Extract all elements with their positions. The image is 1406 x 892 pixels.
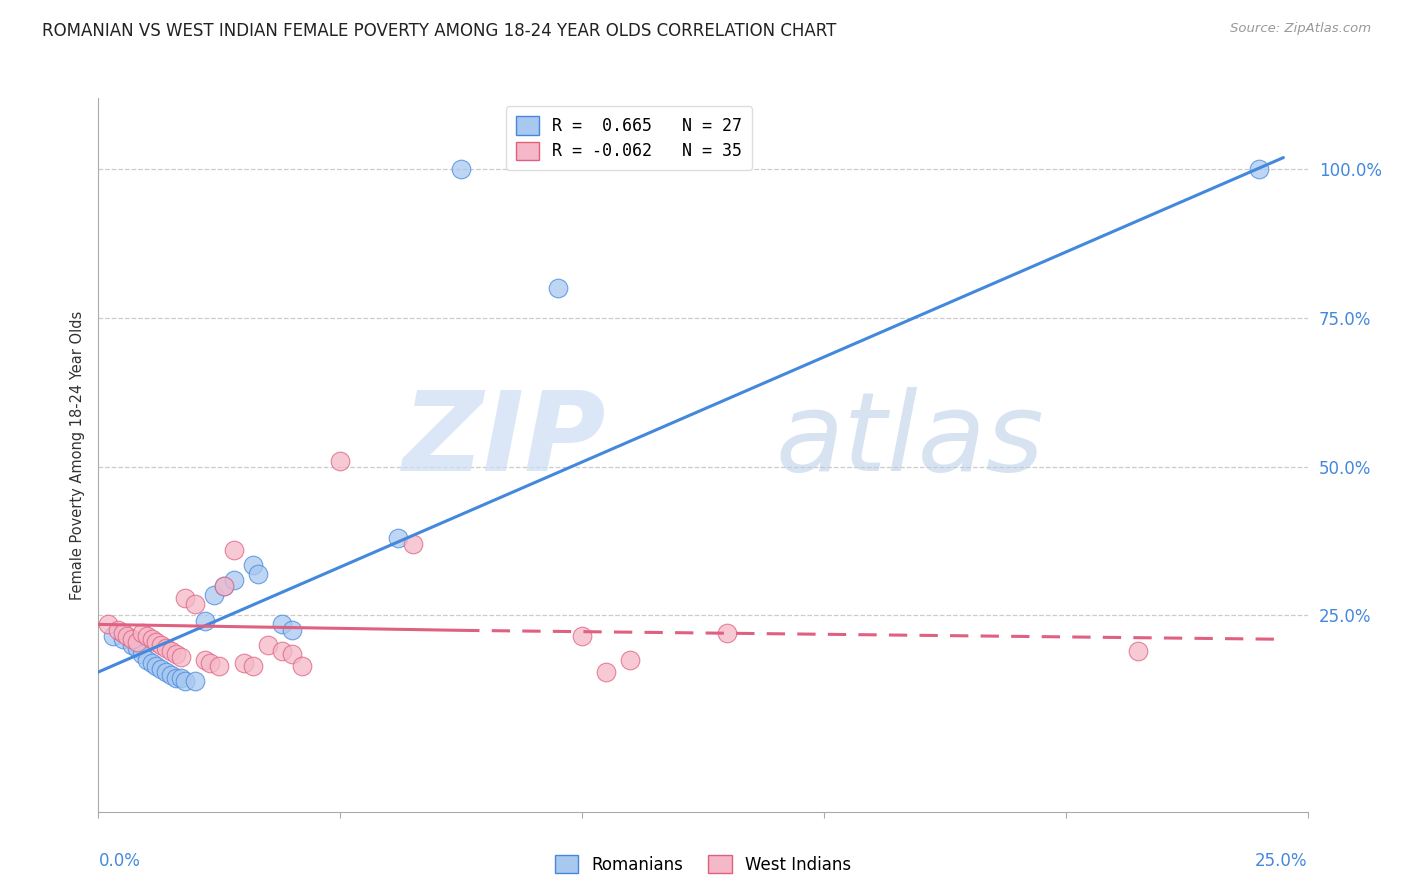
Point: [222, 573, 245, 587]
Point: [174, 673, 197, 688]
Text: Source: ZipAtlas.com: Source: ZipAtlas.com: [1230, 22, 1371, 36]
Point: [212, 579, 235, 593]
Text: ROMANIAN VS WEST INDIAN FEMALE POVERTY AMONG 18-24 YEAR OLDS CORRELATION CHART: ROMANIAN VS WEST INDIAN FEMALE POVERTY A…: [42, 22, 837, 40]
Point: [131, 647, 153, 661]
Point: [281, 647, 304, 661]
Text: 0.0%: 0.0%: [98, 852, 141, 870]
Point: [716, 626, 738, 640]
Point: [117, 629, 139, 643]
Text: 25.0%: 25.0%: [1256, 852, 1308, 870]
Point: [169, 671, 191, 685]
Point: [571, 629, 593, 643]
Point: [204, 588, 226, 602]
Point: [135, 653, 157, 667]
Point: [101, 629, 124, 643]
Point: [271, 644, 294, 658]
Text: atlas: atlas: [776, 387, 1045, 494]
Point: [247, 566, 270, 581]
Point: [145, 635, 167, 649]
Point: [242, 659, 264, 673]
Point: [155, 641, 177, 656]
Point: [160, 644, 183, 658]
Point: [111, 632, 134, 647]
Point: [198, 656, 221, 670]
Point: [160, 668, 183, 682]
Point: [329, 454, 352, 468]
Point: [174, 591, 197, 605]
Point: [290, 659, 312, 673]
Point: [107, 624, 129, 638]
Point: [194, 615, 217, 629]
Point: [111, 626, 134, 640]
Legend: Romanians, West Indians: Romanians, West Indians: [547, 847, 859, 882]
Point: [184, 597, 207, 611]
Point: [619, 653, 641, 667]
Point: [184, 673, 207, 688]
Point: [155, 665, 177, 679]
Point: [121, 632, 143, 647]
Point: [402, 537, 425, 551]
Point: [595, 665, 617, 679]
Point: [194, 653, 217, 667]
Point: [97, 617, 120, 632]
Point: [121, 638, 143, 652]
Point: [131, 626, 153, 640]
Point: [450, 162, 472, 177]
Point: [242, 558, 264, 572]
Point: [169, 650, 191, 665]
Y-axis label: Female Poverty Among 18-24 Year Olds: Female Poverty Among 18-24 Year Olds: [69, 310, 84, 599]
Point: [222, 543, 245, 558]
Point: [212, 579, 235, 593]
Point: [232, 656, 254, 670]
Point: [547, 281, 569, 295]
Point: [271, 617, 294, 632]
Point: [281, 624, 304, 638]
Point: [1249, 162, 1271, 177]
Point: [165, 647, 187, 661]
Point: [165, 671, 187, 685]
Point: [141, 656, 163, 670]
Point: [145, 659, 167, 673]
Point: [127, 641, 149, 656]
Point: [256, 638, 278, 652]
Point: [150, 662, 173, 676]
Point: [135, 629, 157, 643]
Point: [387, 531, 409, 545]
Text: ZIP: ZIP: [402, 387, 606, 494]
Point: [208, 659, 231, 673]
Point: [1128, 644, 1150, 658]
Point: [150, 638, 173, 652]
Point: [127, 635, 149, 649]
Point: [141, 632, 163, 647]
